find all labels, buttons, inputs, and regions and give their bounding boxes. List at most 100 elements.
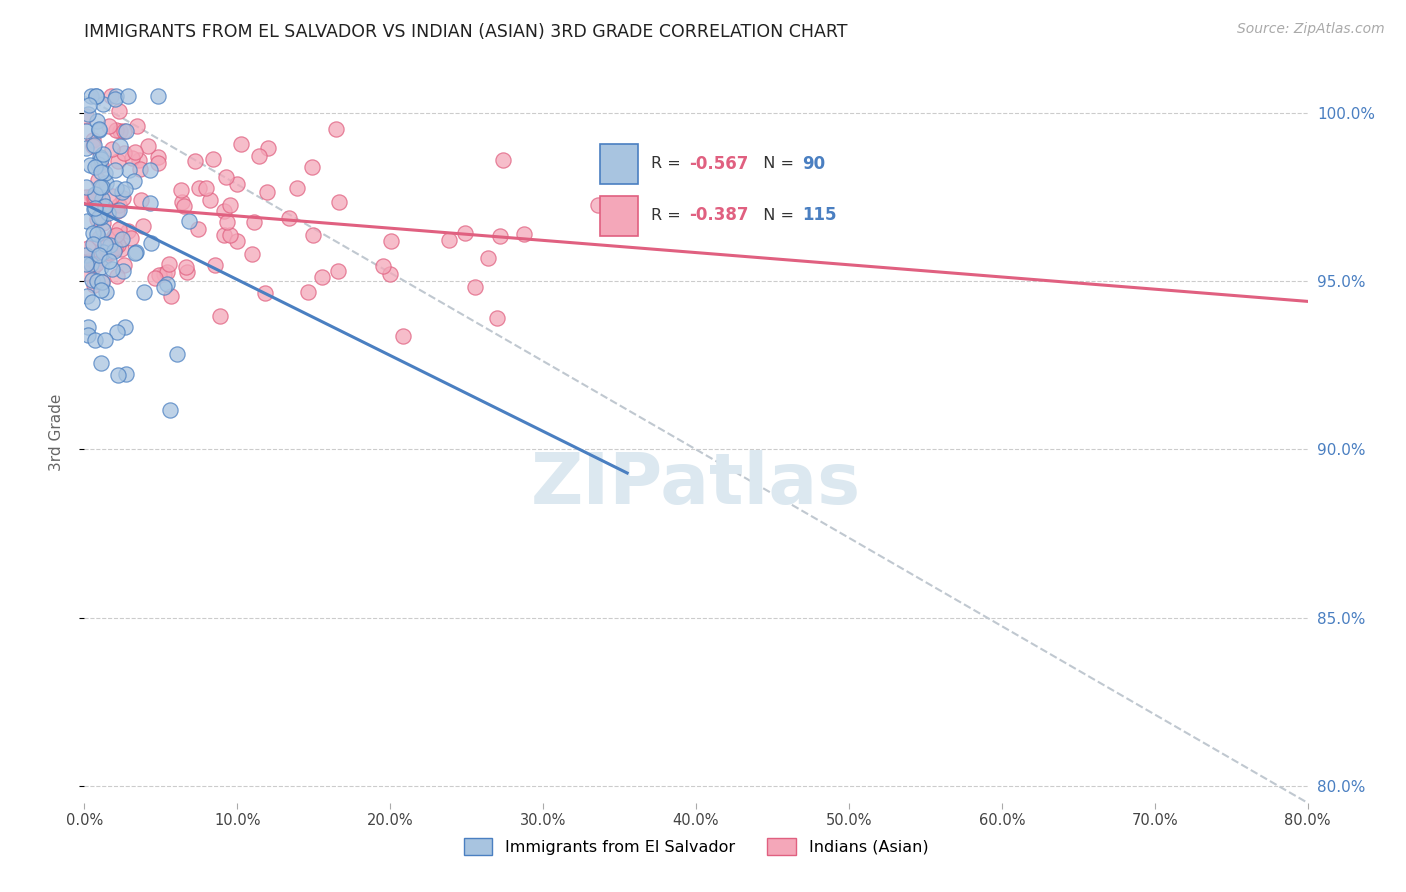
Point <box>128 162 150 177</box>
Point <box>112 146 135 161</box>
Point <box>75 180 97 194</box>
Point <box>79 158 101 172</box>
Point <box>77 254 100 268</box>
Point <box>148 150 170 164</box>
Point <box>159 403 181 417</box>
Point <box>114 182 136 196</box>
Point <box>93 252 115 266</box>
Point <box>325 121 347 136</box>
Point <box>124 174 146 188</box>
Point <box>75 247 97 261</box>
Point <box>96 176 118 190</box>
Point <box>83 186 105 201</box>
Point <box>86 274 108 288</box>
Point <box>148 156 170 170</box>
Point <box>101 142 124 156</box>
Point <box>134 285 156 299</box>
Point <box>114 124 136 138</box>
Point <box>464 280 486 294</box>
Point <box>91 201 114 215</box>
Point <box>76 289 98 303</box>
Point <box>91 180 114 194</box>
Point <box>98 253 121 268</box>
Point <box>108 104 131 119</box>
Point <box>139 235 162 250</box>
Point <box>326 264 349 278</box>
Point <box>179 214 201 228</box>
Point <box>201 153 224 167</box>
Point <box>94 199 117 213</box>
Point <box>107 238 129 252</box>
Point <box>84 333 107 347</box>
Point <box>90 245 112 260</box>
Point <box>184 154 207 169</box>
Point <box>77 107 100 121</box>
Point <box>188 180 211 194</box>
Legend: Immigrants from El Salvador, Indians (Asian): Immigrants from El Salvador, Indians (As… <box>457 831 935 862</box>
Point <box>302 228 325 243</box>
Point <box>75 124 97 138</box>
Point <box>437 233 460 247</box>
Point <box>118 162 141 177</box>
Point <box>75 257 97 271</box>
Point <box>80 257 103 271</box>
Point <box>112 259 135 273</box>
Point <box>146 89 169 103</box>
Point <box>101 262 124 277</box>
Point <box>82 237 104 252</box>
Point <box>105 269 128 284</box>
Point <box>97 119 120 133</box>
Point <box>491 153 513 167</box>
Point <box>75 266 97 280</box>
Point <box>90 260 112 274</box>
Point <box>107 368 129 382</box>
Point <box>97 245 120 260</box>
Point <box>89 123 111 137</box>
Point <box>104 163 127 178</box>
Point <box>80 189 103 203</box>
Point <box>143 271 166 285</box>
Point <box>93 201 115 215</box>
Point <box>278 211 301 226</box>
Point <box>75 141 97 155</box>
Point <box>225 177 247 191</box>
Point <box>93 333 115 347</box>
Point <box>131 194 153 208</box>
Point <box>87 121 110 136</box>
Point <box>83 201 105 215</box>
Point <box>247 149 270 163</box>
Point <box>256 185 278 199</box>
Point <box>97 206 120 220</box>
Point <box>93 237 115 252</box>
Point <box>87 172 110 186</box>
Point <box>83 278 105 293</box>
Point <box>139 196 162 211</box>
Point <box>87 248 110 262</box>
Point <box>285 180 308 194</box>
Point <box>153 268 176 282</box>
Point <box>111 231 134 245</box>
Point <box>91 244 114 259</box>
Point <box>76 214 98 228</box>
Point <box>170 183 193 197</box>
Point <box>93 97 115 112</box>
Text: IMMIGRANTS FROM EL SALVADOR VS INDIAN (ASIAN) 3RD GRADE CORRELATION CHART: IMMIGRANTS FROM EL SALVADOR VS INDIAN (A… <box>84 23 848 41</box>
Point <box>90 152 112 166</box>
Point <box>90 210 112 224</box>
Point <box>77 242 100 256</box>
Point <box>87 211 110 225</box>
Point <box>138 163 160 178</box>
Point <box>89 150 111 164</box>
Point <box>153 279 176 293</box>
Point <box>108 124 131 138</box>
Point <box>93 223 115 237</box>
Point <box>328 194 350 209</box>
Point <box>105 204 128 219</box>
Point <box>111 191 134 205</box>
Point <box>80 294 103 309</box>
Point <box>104 181 127 195</box>
Point <box>477 251 499 265</box>
Point <box>107 198 129 212</box>
Point <box>208 309 231 323</box>
Point <box>110 242 132 256</box>
